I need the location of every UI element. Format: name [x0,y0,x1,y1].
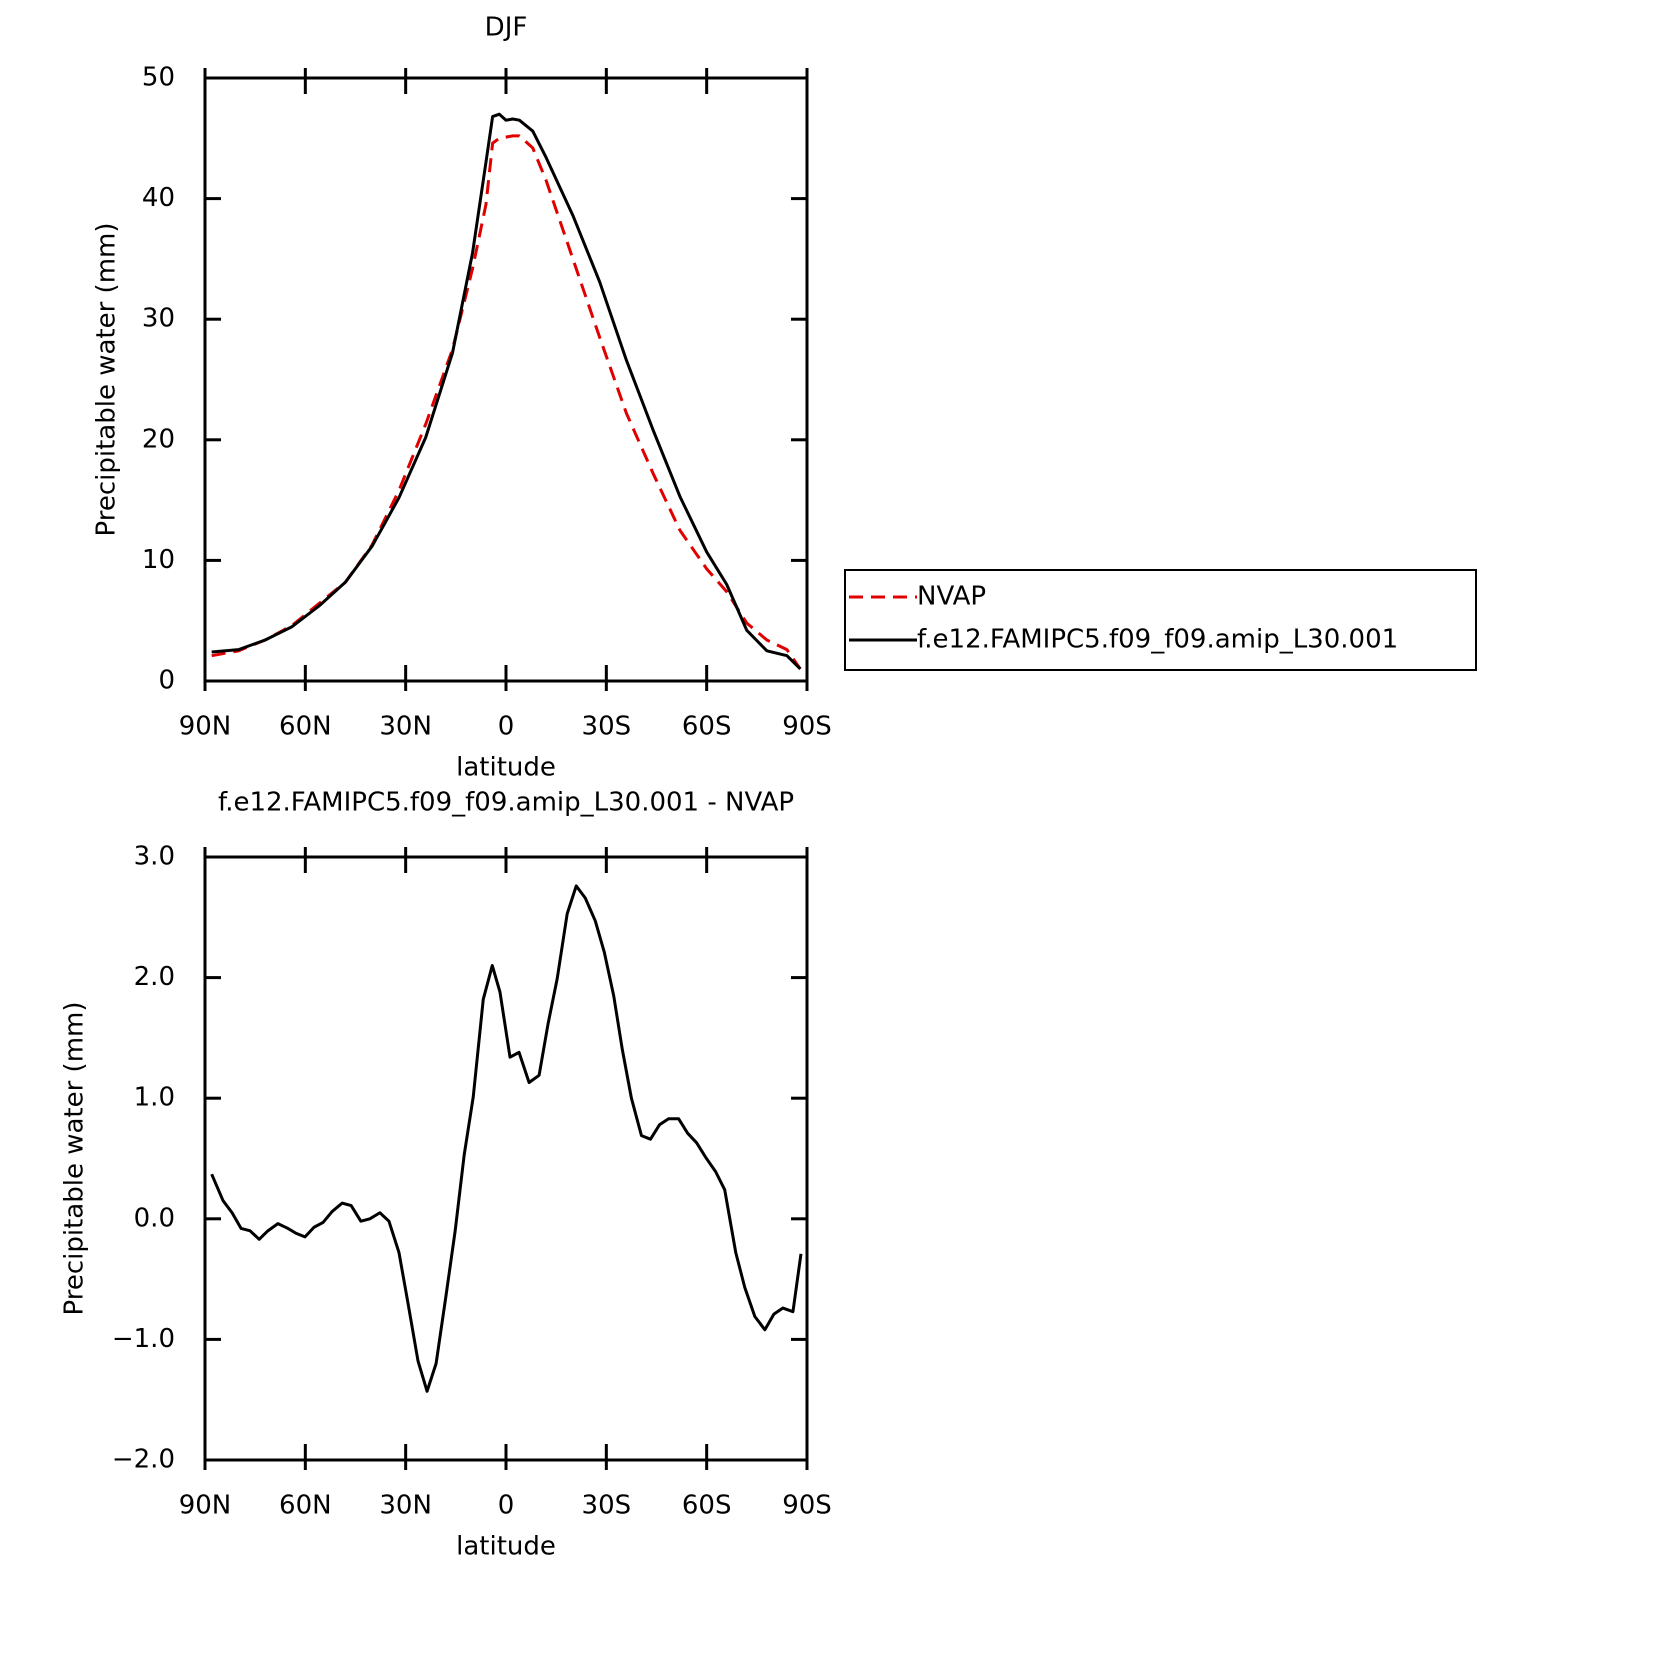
legend-label: NVAP [917,582,986,612]
y-tick-label: 20 [142,424,175,454]
x-tick-label: 30S [582,1491,632,1521]
chart-title: f.e12.FAMIPC5.f09_f09.amip_L30.001 - NVA… [218,788,794,818]
x-tick-label: 0 [498,712,515,742]
data-line [210,884,803,1393]
data-line [211,134,802,670]
y-tick-label: 2.0 [134,962,175,992]
x-tick-label: 30N [379,1491,432,1521]
x-tick-label: 90S [782,1491,832,1521]
y-tick-label: −2.0 [112,1445,175,1475]
plot-frame [203,855,809,1462]
x-tick-label: 0 [498,1491,515,1521]
x-tick-label: 30N [379,712,432,742]
y-tick-label: 3.0 [134,842,175,872]
y-tick-label: 1.0 [134,1083,175,1113]
x-tick-label: 60S [682,712,732,742]
y-tick-label: 0 [158,666,175,696]
x-tick-label: 90S [782,712,832,742]
plot-frame [203,76,809,683]
x-tick-label: 60N [279,1491,332,1521]
legend-box [844,569,1477,671]
chart-title: DJF [485,13,528,43]
y-tick-label: 30 [142,304,175,334]
x-tick-label: 60N [279,712,332,742]
x-tick-label: 90N [179,1491,232,1521]
x-axis-label: latitude [456,1532,556,1562]
y-axis-label: Precipitable water (mm) [92,223,122,537]
y-tick-label: 40 [142,183,175,213]
y-tick-label: 10 [142,545,175,575]
y-axis-label: Precipitable water (mm) [60,1002,90,1316]
x-tick-label: 90N [179,712,232,742]
y-tick-label: 50 [142,63,175,93]
y-tick-label: −1.0 [112,1324,175,1354]
data-line [211,112,802,671]
x-axis-label: latitude [456,753,556,783]
legend-label: f.e12.FAMIPC5.f09_f09.amip_L30.001 [917,625,1398,655]
x-tick-label: 60S [682,1491,732,1521]
x-tick-label: 30S [582,712,632,742]
y-tick-label: 0.0 [134,1203,175,1233]
